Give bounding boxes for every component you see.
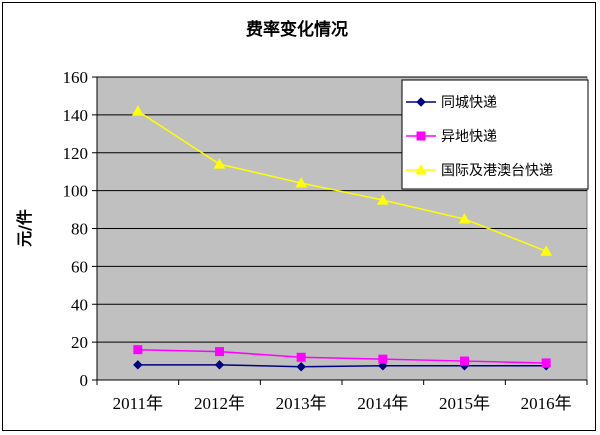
data-point <box>133 345 143 355</box>
y-tick-label: 40 <box>71 295 88 314</box>
y-tick-label: 120 <box>63 144 89 163</box>
x-tick-label: 2014年 <box>357 394 408 413</box>
data-point <box>460 356 469 366</box>
data-point <box>215 347 224 357</box>
data-point <box>378 354 388 364</box>
legend-label: 国际及港澳台快递 <box>441 163 553 179</box>
data-point <box>213 158 226 169</box>
x-tick-label: 2012年 <box>194 394 245 413</box>
legend-marker <box>416 97 426 107</box>
series-line <box>137 348 547 364</box>
legend-label: 异地快递 <box>441 129 497 145</box>
legend-label: 同城快递 <box>441 95 497 111</box>
data-point <box>296 352 306 362</box>
y-tick-label: 140 <box>63 106 89 125</box>
data-point <box>214 360 225 370</box>
y-axis-label: 元/件 <box>15 209 34 247</box>
data-point <box>541 358 551 368</box>
x-tick-label: 2011年 <box>113 394 163 413</box>
series-line <box>137 364 547 368</box>
data-point <box>458 213 471 224</box>
y-tick-label: 60 <box>71 257 88 276</box>
series-line <box>137 110 547 252</box>
y-tick-label: 20 <box>71 333 88 352</box>
series-3 <box>131 105 553 256</box>
y-tick-label: 100 <box>63 182 89 201</box>
x-tick-label: 2013年 <box>276 394 327 413</box>
data-point <box>540 245 553 256</box>
y-tick-label: 160 <box>63 68 89 87</box>
data-point <box>133 360 143 370</box>
legend-marker <box>416 131 426 141</box>
x-tick-label: 2016年 <box>521 394 572 413</box>
data-point <box>376 194 389 205</box>
data-point <box>378 361 388 371</box>
legend-marker <box>415 163 427 175</box>
y-tick-label: 80 <box>71 220 88 239</box>
data-point <box>296 362 306 372</box>
series-2 <box>133 345 551 368</box>
y-tick-label: 0 <box>80 371 89 390</box>
legend-box <box>401 79 589 190</box>
data-point <box>295 177 308 188</box>
data-point <box>131 105 144 116</box>
chart-title: 费率变化情况 <box>246 19 348 40</box>
x-tick-label: 2015年 <box>439 394 490 413</box>
